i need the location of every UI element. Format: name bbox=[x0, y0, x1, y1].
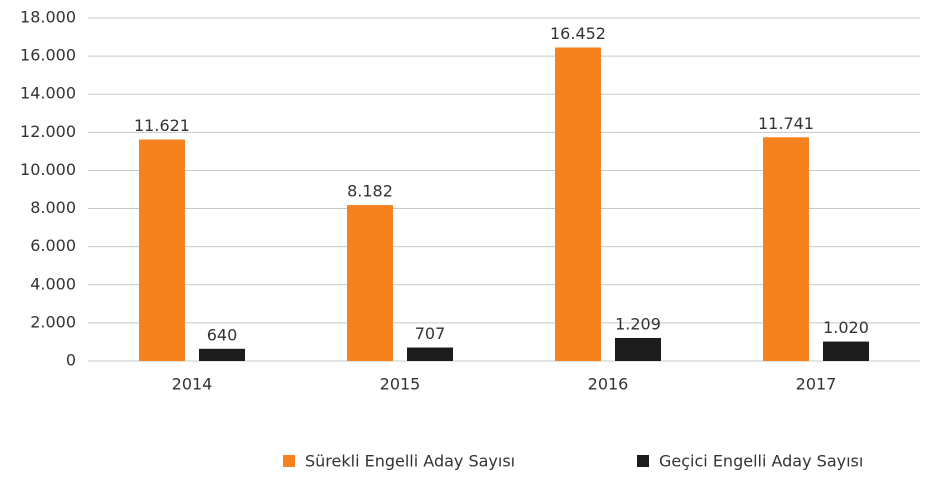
legend-label: Sürekli Engelli Aday Sayısı bbox=[305, 452, 515, 471]
bar bbox=[199, 348, 245, 361]
y-tick-label: 4.000 bbox=[30, 274, 76, 293]
bar bbox=[555, 47, 601, 362]
y-tick-label: 8.000 bbox=[30, 198, 76, 217]
value-label: 11.621 bbox=[134, 116, 190, 135]
bar bbox=[347, 205, 393, 361]
bar bbox=[615, 337, 661, 361]
bar bbox=[407, 347, 453, 361]
value-label: 16.452 bbox=[550, 24, 606, 43]
value-label: 1.209 bbox=[615, 314, 661, 333]
x-tick-label: 2015 bbox=[380, 375, 421, 394]
y-tick-label: 6.000 bbox=[30, 236, 76, 255]
value-label: 1.020 bbox=[823, 318, 869, 337]
x-tick-label: 2016 bbox=[588, 375, 629, 394]
value-label: 8.182 bbox=[347, 182, 393, 201]
y-tick-label: 12.000 bbox=[20, 122, 76, 141]
y-tick-label: 10.000 bbox=[20, 160, 76, 179]
value-label: 707 bbox=[415, 324, 446, 343]
bar bbox=[139, 139, 185, 361]
y-tick-label: 14.000 bbox=[20, 84, 76, 103]
bar bbox=[823, 341, 869, 361]
x-tick-label: 2017 bbox=[796, 375, 837, 394]
legend-swatch bbox=[637, 455, 649, 467]
value-label: 640 bbox=[207, 325, 238, 344]
legend-swatch bbox=[283, 455, 295, 467]
y-tick-label: 2.000 bbox=[30, 312, 76, 331]
bar bbox=[763, 137, 809, 361]
value-label: 11.741 bbox=[758, 114, 814, 133]
legend-label: Geçici Engelli Aday Sayısı bbox=[659, 452, 863, 471]
y-tick-label: 0 bbox=[66, 351, 76, 370]
x-tick-label: 2014 bbox=[172, 375, 213, 394]
y-tick-label: 16.000 bbox=[20, 46, 76, 65]
y-tick-label: 18.000 bbox=[20, 8, 76, 27]
